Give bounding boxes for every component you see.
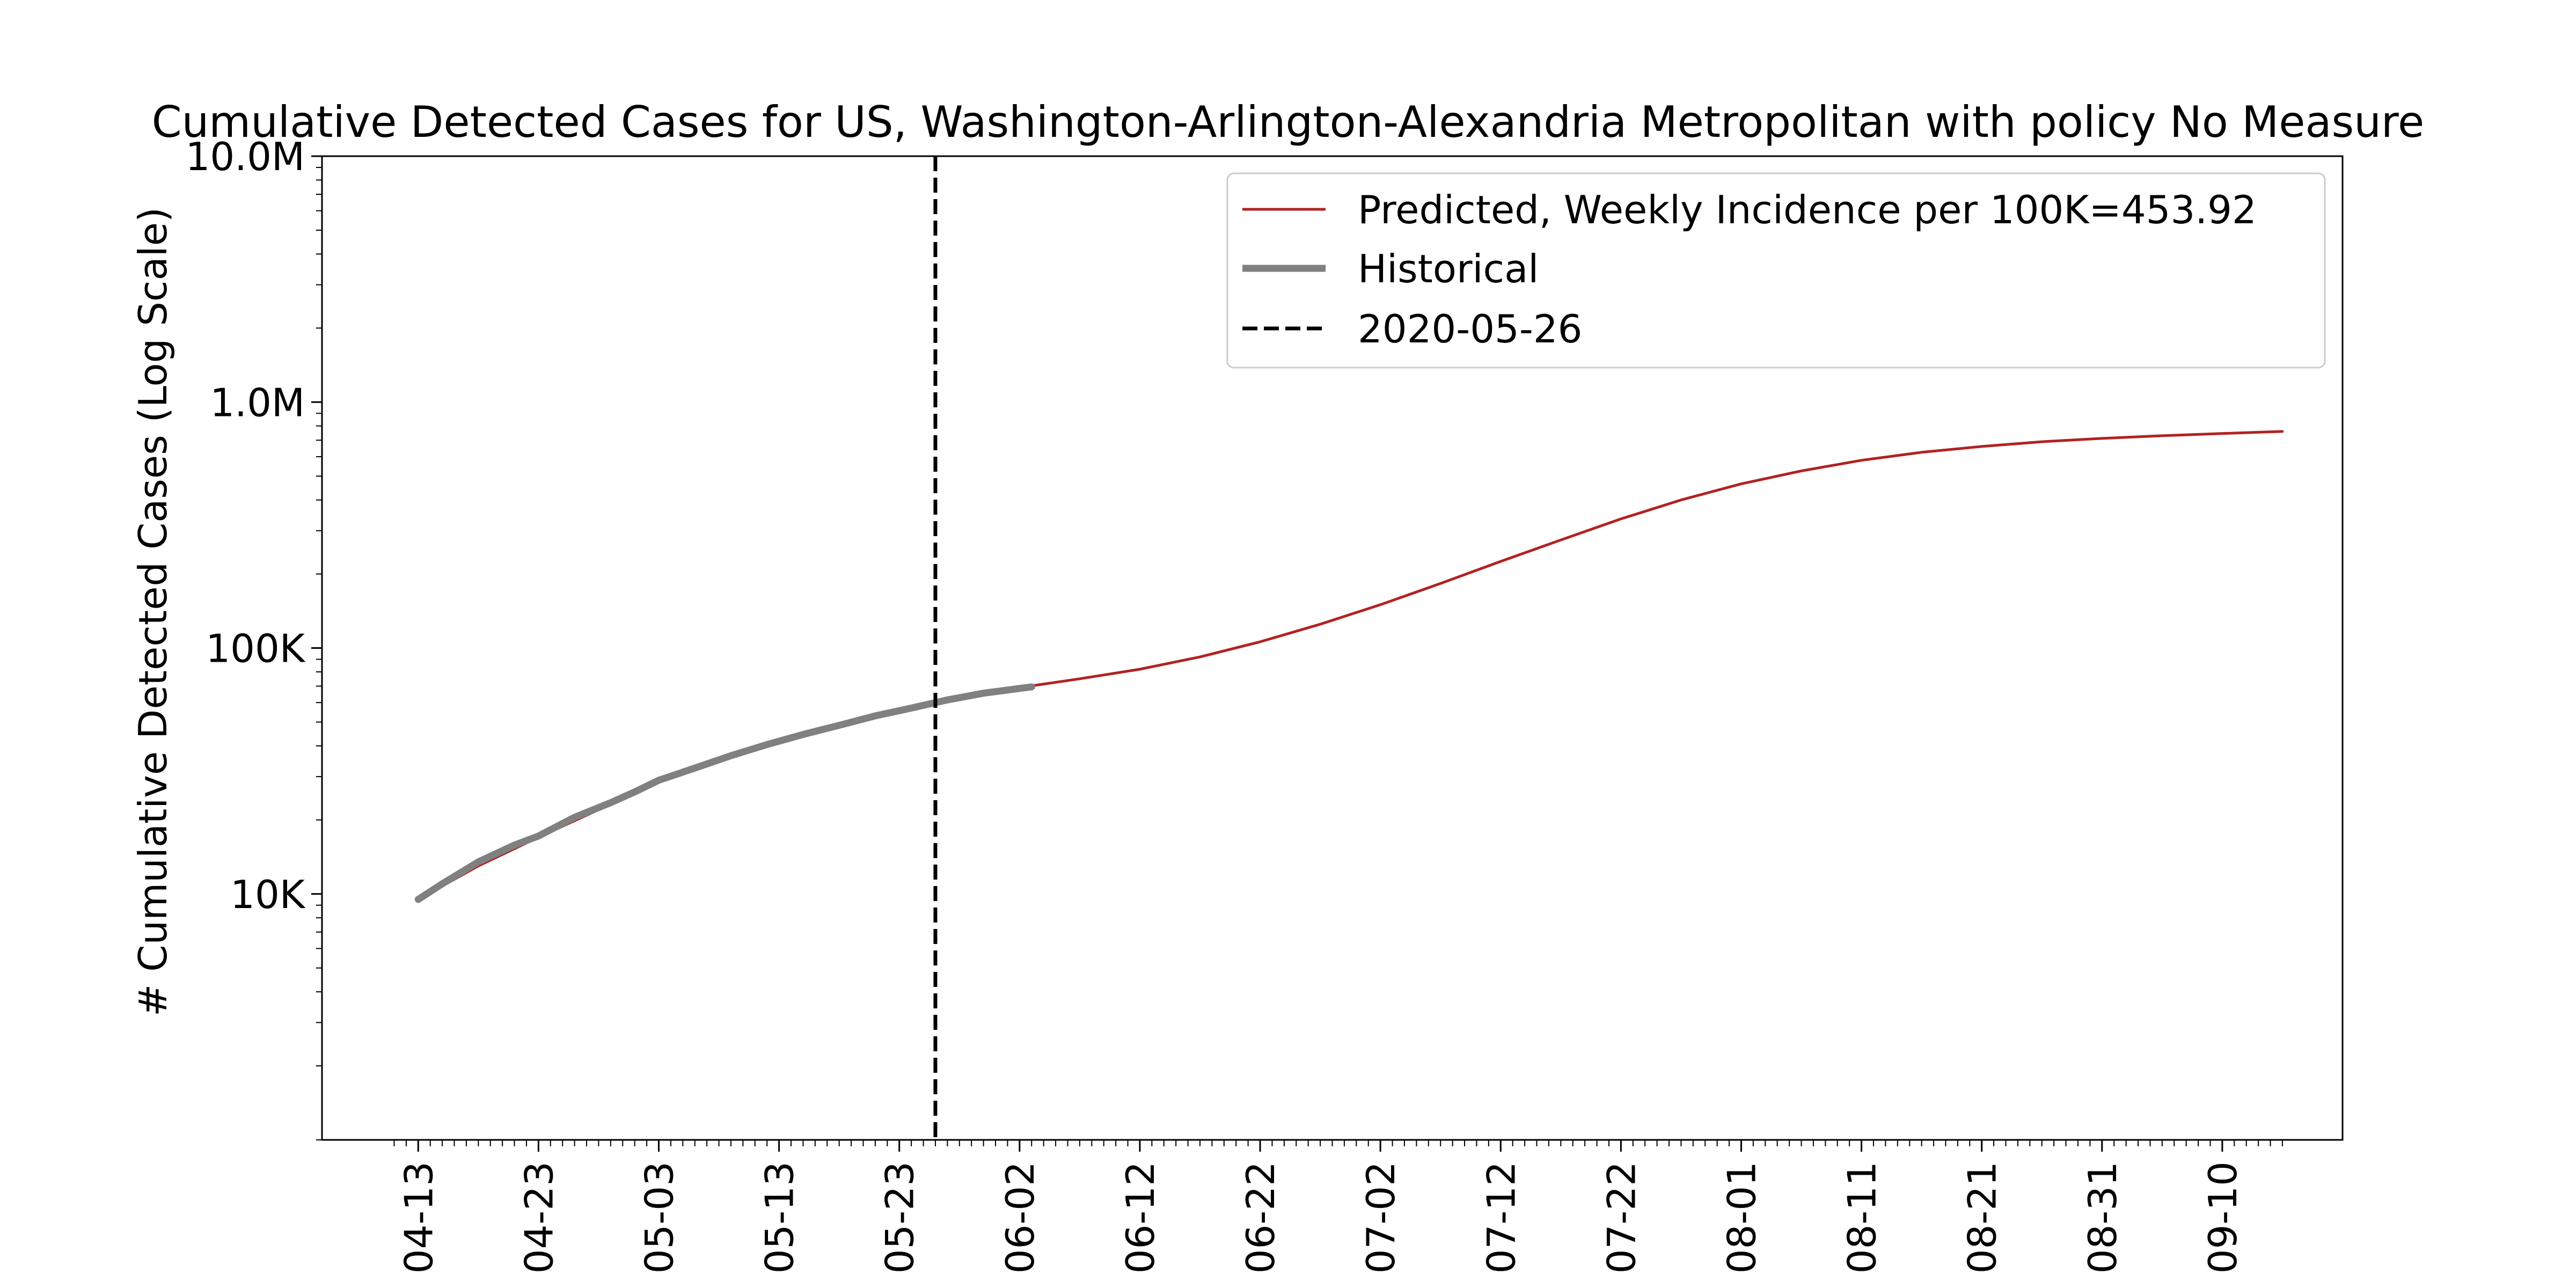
x-tick-label: 09-10	[2200, 1161, 2245, 1274]
x-tick-label: 05-13	[757, 1161, 802, 1274]
legend-label-historical: Historical	[1358, 246, 1539, 291]
x-tick-label: 05-23	[877, 1161, 923, 1274]
legend-box	[1226, 172, 2326, 369]
x-tick-label: 08-01	[1719, 1161, 1764, 1274]
x-tick-label: 06-22	[1238, 1161, 1283, 1274]
x-tick-label: 07-02	[1358, 1161, 1403, 1274]
x-tick-label: 07-12	[1479, 1161, 1524, 1274]
y-tick-label: 100K	[206, 626, 305, 671]
x-tick-label: 08-11	[1840, 1161, 1885, 1274]
x-tick-label: 08-21	[1960, 1161, 2005, 1274]
y-tick-label: 10K	[230, 872, 306, 917]
legend: Predicted, Weekly Incidence per 100K=453…	[1226, 172, 2326, 369]
x-tick-label: 05-03	[637, 1161, 682, 1274]
series-line-historical	[414, 683, 1035, 903]
legend-label-predicted: Predicted, Weekly Incidence per 100K=453…	[1358, 187, 2257, 232]
x-tick-label: 04-13	[396, 1161, 441, 1274]
x-tick-label: 06-02	[998, 1161, 1043, 1274]
x-tick-label: 07-22	[1599, 1161, 1644, 1274]
y-tick-label: 10.0M	[186, 134, 305, 179]
x-tick-label: 08-31	[2080, 1161, 2125, 1274]
y-axis-label: # Cumulative Detected Cases (Log Scale)	[130, 207, 175, 1016]
y-tick-label: 1.0M	[210, 380, 305, 425]
x-axis: 04-13 04-23 05-03 05-13 05-23 06-02 06-12 06-22…	[393, 1140, 2283, 1274]
x-tick-label: 04-23	[516, 1161, 561, 1274]
y-axis: 10K 100K 1.0M 10.0M	[186, 134, 322, 1140]
x-tick-label: 06-12	[1118, 1161, 1163, 1274]
series-layer	[414, 430, 2284, 903]
chart-title: Cumulative Detected Cases for US, Washin…	[152, 97, 2425, 147]
legend-label-vline: 2020-05-26	[1358, 306, 1582, 352]
